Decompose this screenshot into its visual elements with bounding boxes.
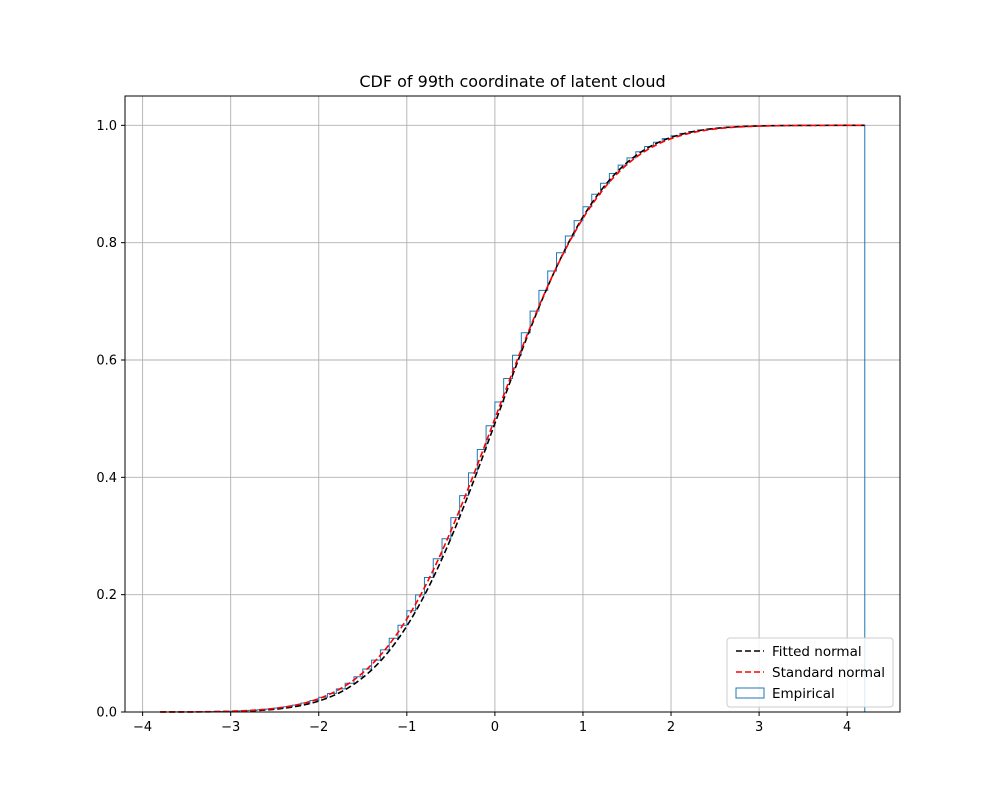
y-tick-label: 0.2 [96, 588, 117, 603]
x-tick-label: 1 [579, 720, 587, 735]
legend-label: Standard normal [772, 665, 885, 681]
x-tick-label: 0 [491, 720, 499, 735]
standard-normal-line [160, 124, 865, 713]
y-tick-label: 1.0 [96, 119, 117, 134]
x-tick-label: 3 [755, 720, 763, 735]
y-tick-label: 0.6 [96, 354, 117, 369]
legend-box [726, 637, 894, 708]
legend-label: Empirical [772, 686, 835, 702]
chart-title: CDF of 99th coordinate of latent cloud [359, 72, 665, 91]
y-tick-label: 0.4 [96, 471, 117, 486]
x-tick-label: −3 [221, 720, 240, 735]
axis-ticks: −4 −3 −2 −1 0 1 2 3 4 0.0 0.2 0.4 0.6 0.8 1.0 [96, 119, 851, 735]
y-tick-label: 0.0 [96, 706, 117, 721]
x-tick-label: 2 [667, 720, 675, 735]
legend: Fitted normal Standard normal Empirical [726, 637, 894, 708]
x-tick-label: 4 [843, 720, 851, 735]
empirical-legend-handle [735, 687, 765, 699]
legend-label: Fitted normal [772, 644, 862, 660]
x-tick-label: −1 [397, 720, 416, 735]
fitted-normal-line [160, 124, 865, 713]
plot-area [159, 124, 866, 713]
axes-frame [124, 95, 901, 713]
x-tick-label: −2 [309, 720, 328, 735]
y-tick-label: 0.8 [96, 236, 117, 251]
x-tick-label: −4 [133, 720, 152, 735]
